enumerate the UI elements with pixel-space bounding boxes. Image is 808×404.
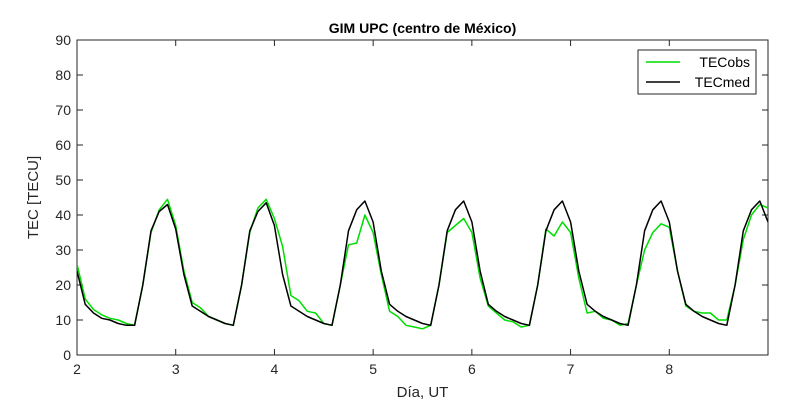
y-tick-label: 60 [55, 137, 71, 153]
chart-title: GIM UPC (centro de México) [329, 20, 516, 36]
legend-label-tecmed: TECmed [695, 74, 750, 90]
x-tick-label: 8 [665, 361, 673, 377]
x-axis-label: Día, UT [397, 384, 449, 401]
legend: TECobs TECmed [637, 49, 757, 95]
x-tick-label: 6 [468, 361, 476, 377]
y-tick-label: 20 [55, 277, 71, 293]
x-tick-label: 3 [172, 361, 180, 377]
x-tick-label: 4 [271, 361, 279, 377]
y-tick-label: 70 [55, 102, 71, 118]
y-tick-label: 90 [55, 32, 71, 48]
legend-label-tecobs: TECobs [699, 54, 750, 70]
y-tick-label: 40 [55, 207, 71, 223]
y-tick-label: 50 [55, 172, 71, 188]
x-tick-label: 5 [369, 361, 377, 377]
y-tick-label: 30 [55, 242, 71, 258]
y-tick-label: 0 [63, 347, 71, 363]
x-tick-label: 2 [73, 361, 81, 377]
series-line-tecmed [77, 200, 768, 327]
series-layer [77, 198, 768, 330]
y-tick-label: 10 [55, 312, 71, 328]
y-axis-label: TEC [TECU] [25, 156, 42, 239]
legend-box [637, 49, 757, 95]
x-tick-label: 7 [567, 361, 575, 377]
series-line-tecobs [77, 198, 768, 330]
y-tick-label: 80 [55, 67, 71, 83]
